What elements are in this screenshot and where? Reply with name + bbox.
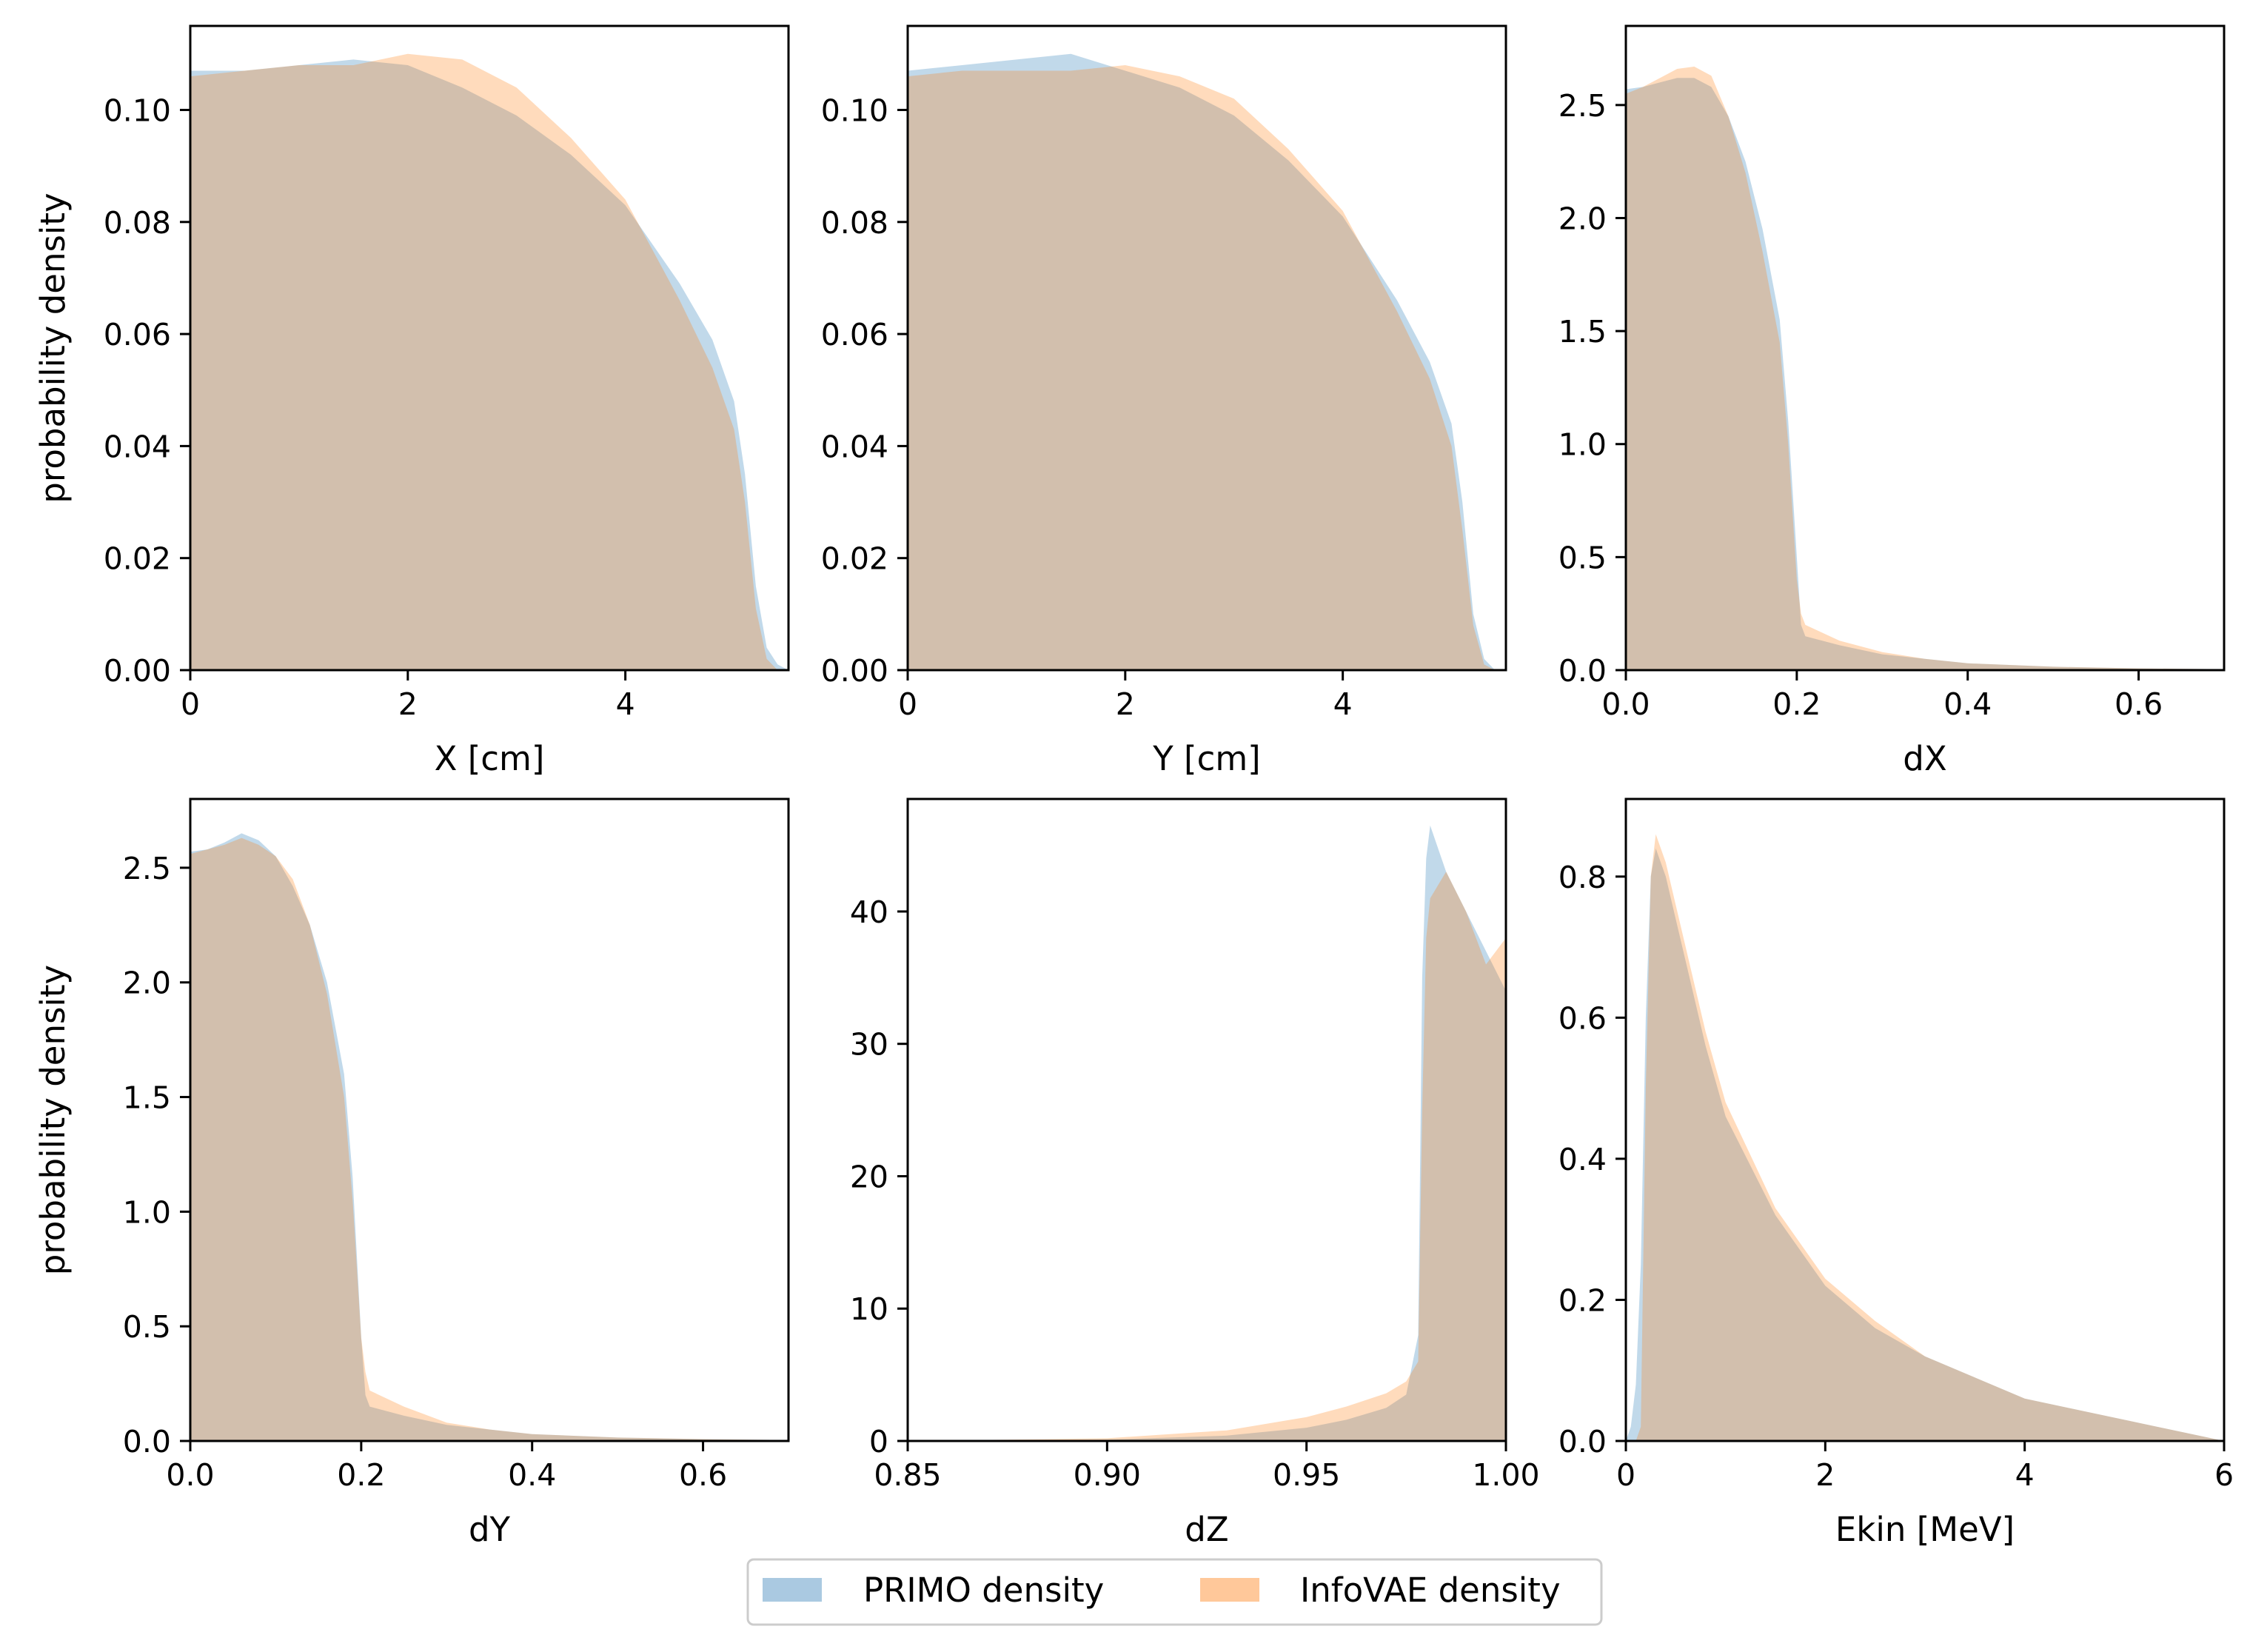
y-tick-label-1-5: 0.10 [104,93,171,128]
series-area-primo-4 [190,833,788,1441]
x-axis-label-5: dZ [1185,1510,1228,1549]
y-tick-label-2-1: 0.02 [821,541,888,577]
x-tick-label-5-1: 0.90 [1074,1457,1141,1493]
y-tick-label-1-2: 0.04 [104,429,171,464]
x-tick-label-6-3: 6 [2214,1457,2234,1493]
y-tick-label-1-0: 0.00 [104,653,171,689]
legend-swatch-infovae [1200,1578,1259,1602]
x-tick-label-2-1: 2 [1116,686,1135,722]
series-area-primo-2 [908,53,1506,671]
y-tick-label-4-0: 0.0 [123,1424,171,1459]
x-tick-label-5-2: 0.95 [1273,1457,1340,1493]
series-area-primo-1 [190,59,788,670]
chart-panel-3: 0.0 0.2 0.4 0.6 0.0 0.5 1.0 1.5 2.0 2.5 dX [1558,24,2226,778]
y-axis-label-4: probability density [33,965,73,1275]
chart-panel-5: 0.85 0.90 0.95 1.00 0 10 20 30 40 dZ [850,797,1540,1549]
y-tick-label-3-2: 1.0 [1558,427,1607,463]
y-tick-label-5-0: 0 [869,1424,888,1459]
y-tick-label-6-4: 0.8 [1558,860,1607,895]
series-area-infovae-4 [190,837,788,1441]
series-area-primo-5 [908,825,1506,1441]
series-area-infovae-5 [908,872,1506,1441]
y-tick-label-2-0: 0.00 [821,653,888,689]
x-tick-label-3-0: 0.0 [1601,686,1650,722]
x-tick-label-6-1: 2 [1815,1457,1835,1493]
x-tick-label-4-0: 0.0 [166,1457,214,1493]
x-tick-label-2-2: 4 [1333,686,1353,722]
x-tick-label-1-0: 0 [181,686,200,722]
x-axis-label-1: X [cm] [435,739,545,778]
y-tick-label-5-2: 20 [850,1159,888,1194]
y-tick-label-2-2: 0.04 [821,429,888,464]
y-tick-label-3-0: 0.0 [1558,653,1607,689]
y-tick-label-2-3: 0.06 [821,317,888,352]
y-tick-label-2-5: 0.10 [821,93,888,128]
series-area-infovae-3 [1626,66,2224,670]
y-tick-label-6-2: 0.4 [1558,1142,1607,1177]
series-area-infovae-1 [190,53,788,671]
y-tick-label-3-3: 1.5 [1558,314,1607,350]
chart-panel-4: 0.0 0.2 0.4 0.6 0.0 0.5 1.0 1.5 2.0 2.5 dY probabil… [33,797,790,1549]
series-area-infovae-6 [1626,834,2224,1441]
y-tick-label-4-5: 2.5 [123,851,171,886]
y-tick-label-4-3: 1.5 [123,1080,171,1116]
y-tick-label-4-1: 0.5 [123,1309,171,1345]
x-axis-label-3: dX [1903,739,1946,778]
axes-frame-5 [906,797,1507,1442]
x-tick-label-1-2: 4 [616,686,635,722]
y-tick-label-6-0: 0.0 [1558,1424,1607,1459]
x-tick-label-4-1: 0.2 [337,1457,385,1493]
y-tick-label-4-2: 1.0 [123,1194,171,1230]
series-area-primo-6 [1626,848,2224,1441]
x-tick-label-1-1: 2 [398,686,418,722]
legend-label-primo: PRIMO density [863,1571,1104,1610]
series-area-primo-3 [1626,78,2224,670]
x-axis-label-6: Ekin [MeV] [1835,1510,2015,1549]
series-area-infovae-2 [908,65,1506,670]
y-tick-label-1-1: 0.02 [104,541,171,577]
y-tick-label-6-1: 0.2 [1558,1283,1607,1318]
x-tick-label-4-3: 0.6 [679,1457,727,1493]
y-tick-label-3-1: 0.5 [1558,540,1607,575]
x-tick-label-4-2: 0.4 [508,1457,556,1493]
chart-panel-6: 0 2 4 6 0.0 0.2 0.4 0.6 0.8 Ekin [MeV] [1558,797,2234,1549]
y-tick-label-5-3: 30 [850,1027,888,1063]
axes-frame-4 [189,797,790,1442]
x-axis-label-4: dY [469,1510,511,1549]
legend: PRIMO density InfoVAE density [746,1558,1603,1626]
x-tick-label-3-2: 0.4 [1943,686,1992,722]
axes-frame-2 [906,24,1507,672]
chart-panel-1: 0 2 4 0.00 0.02 0.04 0.06 0.08 0.10 X [cm] probabi… [33,24,790,778]
y-tick-label-5-1: 10 [850,1291,888,1327]
x-tick-label-3-1: 0.2 [1772,686,1821,722]
y-tick-label-1-3: 0.06 [104,317,171,352]
x-tick-label-5-0: 0.85 [874,1457,941,1493]
y-axis-label-1: probability density [33,193,73,503]
y-tick-label-1-4: 0.08 [104,205,171,241]
chart-panel-2: 0 2 4 0.00 0.02 0.04 0.06 0.08 0.10 Y [cm] [821,24,1507,778]
x-tick-label-3-3: 0.6 [2115,686,2163,722]
x-tick-label-5-3: 1.00 [1472,1457,1539,1493]
legend-frame [746,1558,1603,1626]
x-tick-label-6-2: 4 [2015,1457,2035,1493]
y-tick-label-6-3: 0.6 [1558,1000,1607,1036]
y-tick-label-3-4: 2.0 [1558,201,1607,236]
axes-frame-3 [1624,24,2226,672]
legend-label-infovae: InfoVAE density [1300,1571,1561,1610]
x-axis-label-2: Y [cm] [1152,739,1260,778]
y-tick-label-4-4: 2.0 [123,966,171,1001]
y-tick-label-3-5: 2.5 [1558,88,1607,124]
y-tick-label-2-4: 0.08 [821,205,888,241]
axes-frame-1 [189,24,790,672]
axes-frame-6 [1624,797,2226,1442]
x-tick-label-6-0: 0 [1616,1457,1635,1493]
legend-swatch-primo [763,1578,822,1602]
y-tick-label-5-4: 40 [850,894,888,930]
x-tick-label-2-0: 0 [898,686,917,722]
